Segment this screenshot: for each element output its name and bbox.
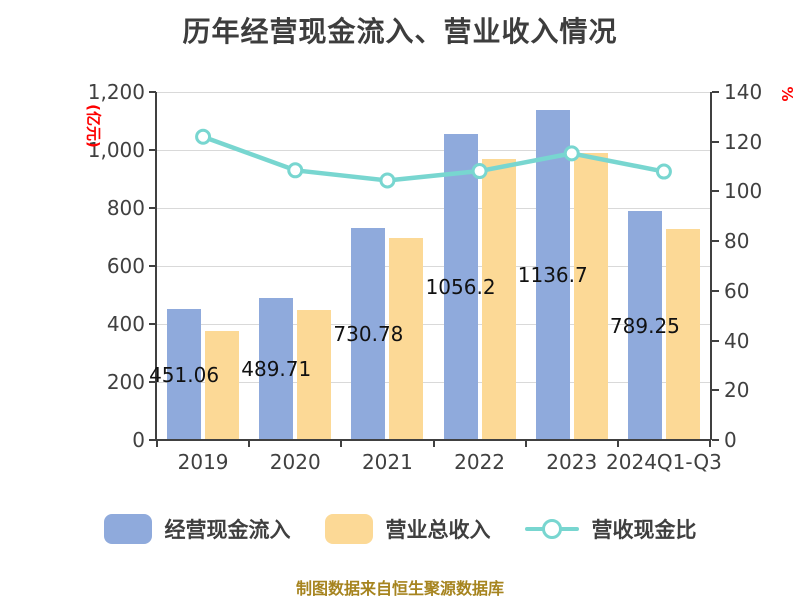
bar-value-label: 489.71 — [241, 356, 312, 381]
bar-revenue — [481, 158, 516, 440]
ratio-line-icon-marker — [541, 519, 562, 539]
data-source-note: 制图数据来自恒生聚源数据库 — [295, 579, 504, 598]
bar-revenue — [389, 237, 424, 440]
x-axis-tick — [156, 440, 158, 447]
ratio-marker — [379, 172, 396, 189]
bar-value-label: 730.78 — [333, 322, 404, 347]
x-axis-category-label: 2023 — [546, 450, 598, 474]
left-axis-tick — [149, 91, 156, 93]
right-axis-tick-label: 60 — [724, 278, 750, 303]
left-axis-unit-label: (亿元) — [84, 104, 103, 148]
x-axis-category-label: 2020 — [269, 450, 321, 474]
bar-cash-inflow — [259, 297, 294, 440]
chart-title: 历年经营现金流入、营业收入情况 — [182, 15, 618, 48]
right-axis-tick-label: 120 — [724, 129, 763, 154]
ratio-marker — [655, 163, 672, 180]
legend: 经营现金流入 营业总收入 营收现金比 — [0, 514, 800, 544]
legend-label-revenue: 营业总收入 — [385, 518, 491, 542]
x-axis-tick — [432, 440, 435, 447]
grid-line — [157, 92, 710, 93]
right-axis-tick — [712, 289, 719, 292]
right-axis-tick-label: 0 — [724, 428, 737, 452]
right-axis-tick-label: 80 — [724, 229, 750, 254]
left-axis-tick-label: 600 — [106, 254, 145, 278]
bar-value-label: 1056.2 — [425, 274, 496, 299]
left-axis-tick — [149, 265, 156, 267]
right-axis-tick — [712, 140, 719, 143]
bar-cash-inflow — [167, 309, 202, 440]
legend-label-ratio: 营收现金比 — [591, 518, 697, 542]
revenue-swatch — [324, 514, 373, 544]
bar-revenue — [297, 309, 332, 440]
x-axis-category-label: 2022 — [454, 450, 506, 474]
right-axis-tick — [712, 240, 719, 243]
left-axis-tick — [149, 439, 156, 441]
bar-revenue — [665, 228, 700, 440]
grid-line — [157, 150, 710, 151]
right-axis-tick — [712, 389, 719, 392]
x-axis-line — [149, 439, 710, 441]
left-axis-line — [155, 92, 157, 440]
bar-value-label: 451.06 — [149, 362, 220, 387]
grid-line — [157, 382, 710, 383]
bar-value-label: 1136.7 — [517, 263, 588, 288]
right-axis-tick — [712, 190, 719, 193]
right-axis-tick-label: 100 — [724, 179, 763, 204]
cash-inflow-swatch — [103, 514, 152, 544]
x-axis-tick — [524, 440, 527, 447]
left-axis-tick-label: 1,200 — [87, 80, 145, 104]
bar-revenue — [573, 153, 608, 440]
right-axis-tick-label: 20 — [724, 378, 750, 403]
right-axis-unit-label: % — [778, 86, 796, 102]
left-axis-tick — [149, 323, 156, 325]
left-axis-tick-label: 0 — [132, 428, 145, 452]
legend-label-cash-inflow: 经营现金流入 — [164, 518, 291, 542]
bar-cash-inflow — [627, 211, 662, 440]
ratio-marker — [287, 162, 304, 179]
left-axis-tick-label: 1,000 — [87, 138, 145, 162]
bar-value-label: 789.25 — [609, 313, 680, 338]
legend-item-ratio: 营收现金比 — [524, 514, 697, 544]
left-axis-tick — [149, 207, 156, 209]
bar-cash-inflow — [351, 228, 386, 440]
left-axis-tick — [149, 149, 156, 151]
left-axis-tick-label: 200 — [106, 370, 145, 394]
x-axis-tick — [340, 440, 343, 447]
bar-revenue — [205, 330, 240, 440]
grid-line — [157, 266, 710, 267]
left-axis-tick-label: 400 — [106, 312, 145, 336]
legend-item-revenue: 营业总收入 — [324, 514, 491, 544]
right-axis-tick-label: 40 — [724, 328, 750, 353]
right-axis-tick — [712, 339, 719, 342]
bar-cash-inflow — [443, 133, 478, 440]
x-axis-tick — [709, 440, 711, 447]
grid-line — [157, 324, 710, 325]
x-axis-category-label: 2021 — [361, 450, 413, 474]
x-axis-category-label: 2019 — [177, 450, 229, 474]
right-axis-tick-label: 140 — [724, 80, 763, 104]
x-axis-category-label: 2024Q1-Q3 — [606, 450, 722, 474]
x-axis-tick — [248, 440, 251, 447]
x-axis-tick — [616, 440, 619, 447]
ratio-marker — [195, 128, 212, 145]
right-axis-tick — [712, 91, 719, 93]
left-axis-tick-label: 800 — [106, 196, 145, 220]
left-axis-tick — [149, 381, 156, 383]
right-axis-line — [710, 92, 712, 440]
grid-line — [157, 208, 710, 209]
ratio-line-icon — [524, 519, 579, 539]
right-axis-tick — [712, 439, 719, 441]
legend-item-cash-inflow: 经营现金流入 — [103, 514, 291, 544]
